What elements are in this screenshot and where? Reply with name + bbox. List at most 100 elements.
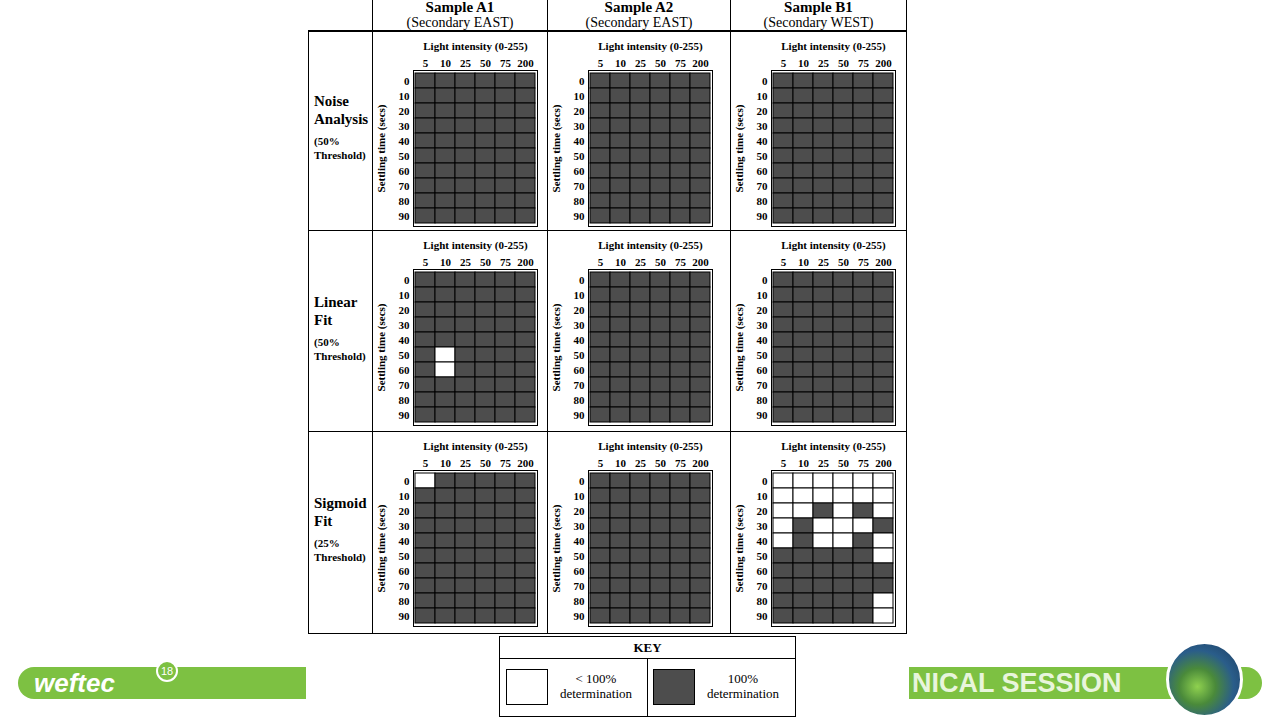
svg-text:30: 30 [574, 319, 586, 331]
svg-text:80: 80 [757, 394, 769, 406]
svg-text:80: 80 [399, 595, 411, 607]
svg-text:60: 60 [399, 165, 411, 177]
svg-text:75: 75 [500, 457, 512, 469]
svg-text:Light intensity (0-255): Light intensity (0-255) [781, 440, 886, 453]
svg-text:60: 60 [399, 364, 411, 376]
svg-text:200: 200 [692, 57, 709, 69]
svg-text:90: 90 [757, 610, 769, 622]
svg-text:0: 0 [579, 274, 585, 286]
svg-text:Settling time (secs): Settling time (secs) [375, 104, 388, 192]
svg-text:80: 80 [399, 394, 411, 406]
svg-text:20: 20 [399, 304, 411, 316]
svg-text:10: 10 [440, 457, 452, 469]
svg-text:25: 25 [818, 57, 830, 69]
svg-text:200: 200 [875, 457, 892, 469]
svg-text:50: 50 [757, 150, 769, 162]
svg-text:50: 50 [399, 150, 411, 162]
svg-text:60: 60 [757, 165, 769, 177]
svg-text:30: 30 [757, 319, 769, 331]
svg-text:10: 10 [574, 490, 586, 502]
svg-text:200: 200 [875, 57, 892, 69]
svg-text:60: 60 [757, 565, 769, 577]
svg-text:25: 25 [460, 457, 472, 469]
svg-text:10: 10 [757, 90, 769, 102]
svg-text:60: 60 [574, 565, 586, 577]
svg-text:200: 200 [875, 256, 892, 268]
svg-text:Light intensity (0-255): Light intensity (0-255) [598, 239, 703, 252]
svg-text:25: 25 [635, 457, 647, 469]
svg-text:75: 75 [858, 256, 870, 268]
svg-text:5: 5 [781, 457, 787, 469]
svg-text:10: 10 [574, 289, 586, 301]
svg-text:10: 10 [615, 256, 627, 268]
svg-text:25: 25 [818, 256, 830, 268]
svg-text:10: 10 [757, 289, 769, 301]
svg-text:Settling time (secs): Settling time (secs) [733, 104, 746, 192]
svg-text:20: 20 [757, 105, 769, 117]
svg-text:20: 20 [574, 304, 586, 316]
svg-text:200: 200 [517, 457, 534, 469]
svg-text:75: 75 [858, 57, 870, 69]
svg-text:5: 5 [423, 57, 429, 69]
svg-text:5: 5 [781, 57, 787, 69]
svg-text:10: 10 [757, 490, 769, 502]
svg-text:0: 0 [404, 475, 410, 487]
svg-text:Light intensity (0-255): Light intensity (0-255) [423, 40, 528, 53]
svg-text:10: 10 [798, 256, 810, 268]
svg-text:75: 75 [500, 256, 512, 268]
svg-text:80: 80 [757, 195, 769, 207]
svg-text:50: 50 [480, 256, 492, 268]
svg-text:Settling time (secs): Settling time (secs) [550, 104, 563, 192]
svg-text:5: 5 [598, 256, 604, 268]
svg-text:10: 10 [798, 457, 810, 469]
svg-text:70: 70 [757, 580, 769, 592]
svg-text:50: 50 [838, 457, 850, 469]
svg-text:40: 40 [757, 535, 769, 547]
svg-text:0: 0 [579, 475, 585, 487]
svg-text:0: 0 [579, 75, 585, 87]
svg-text:5: 5 [781, 256, 787, 268]
svg-text:20: 20 [399, 505, 411, 517]
svg-text:20: 20 [757, 505, 769, 517]
svg-text:90: 90 [399, 610, 411, 622]
svg-text:30: 30 [574, 120, 586, 132]
svg-text:80: 80 [399, 195, 411, 207]
svg-text:25: 25 [635, 57, 647, 69]
svg-text:40: 40 [757, 135, 769, 147]
svg-text:50: 50 [574, 349, 586, 361]
svg-text:50: 50 [757, 349, 769, 361]
svg-text:10: 10 [399, 90, 411, 102]
svg-text:50: 50 [399, 550, 411, 562]
svg-text:0: 0 [404, 274, 410, 286]
svg-text:90: 90 [574, 210, 586, 222]
svg-text:10: 10 [615, 57, 627, 69]
svg-text:20: 20 [757, 304, 769, 316]
svg-text:5: 5 [423, 457, 429, 469]
svg-text:30: 30 [757, 120, 769, 132]
svg-text:70: 70 [399, 180, 411, 192]
svg-text:Settling time (secs): Settling time (secs) [550, 303, 563, 391]
svg-text:75: 75 [500, 57, 512, 69]
svg-text:80: 80 [574, 595, 586, 607]
svg-text:5: 5 [423, 256, 429, 268]
svg-text:Settling time (secs): Settling time (secs) [375, 504, 388, 592]
svg-text:50: 50 [574, 150, 586, 162]
svg-text:5: 5 [598, 57, 604, 69]
svg-text:30: 30 [574, 520, 586, 532]
svg-text:50: 50 [655, 457, 667, 469]
svg-text:30: 30 [757, 520, 769, 532]
svg-text:25: 25 [818, 457, 830, 469]
svg-text:Light intensity (0-255): Light intensity (0-255) [781, 40, 886, 53]
svg-text:10: 10 [440, 57, 452, 69]
svg-text:50: 50 [399, 349, 411, 361]
svg-text:75: 75 [675, 57, 687, 69]
svg-text:60: 60 [574, 364, 586, 376]
svg-text:60: 60 [399, 565, 411, 577]
svg-text:90: 90 [574, 610, 586, 622]
svg-text:40: 40 [574, 535, 586, 547]
svg-text:60: 60 [574, 165, 586, 177]
svg-text:50: 50 [480, 457, 492, 469]
svg-text:50: 50 [838, 256, 850, 268]
svg-text:70: 70 [757, 379, 769, 391]
svg-text:30: 30 [399, 319, 411, 331]
